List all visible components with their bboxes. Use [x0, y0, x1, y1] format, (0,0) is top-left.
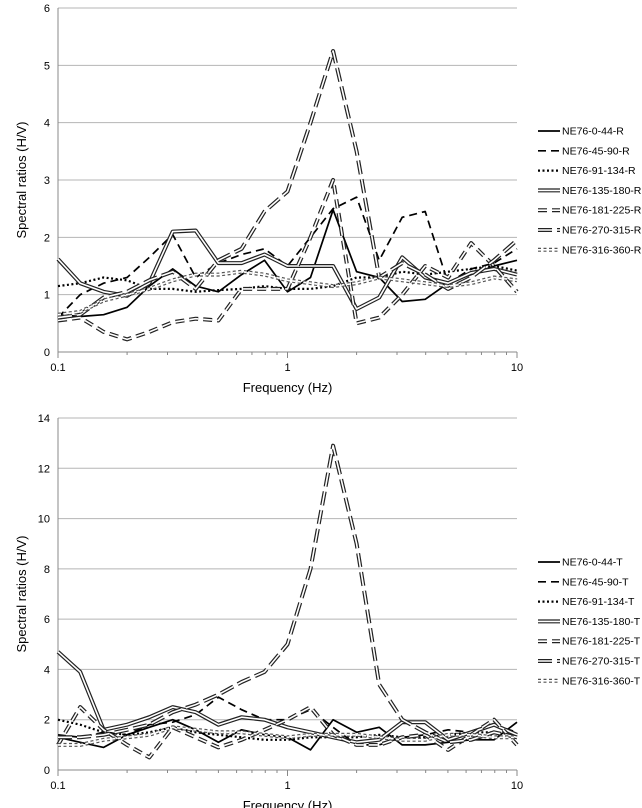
series-NE76-135-180-R [56, 228, 518, 311]
legend-label: NE76-135-180-R [562, 185, 642, 197]
x-tick-label: 10 [511, 362, 523, 374]
legend-label: NE76-270-315-T [562, 656, 641, 668]
series-line [57, 196, 518, 319]
series-NE76-316-360-T [58, 725, 517, 747]
series-NE76-91-134-T [57, 718, 518, 741]
series-NE76-0-44-R [57, 208, 518, 318]
x-axis-label: Frequency (Hz) [243, 380, 333, 395]
series-line-inner [58, 444, 518, 744]
series-NE76-181-225-R [57, 178, 519, 342]
y-tick-label: 0 [44, 347, 50, 359]
legend-item: NE76-45-90-R [538, 145, 630, 157]
series-line-inner [57, 706, 518, 759]
series-line-inner [57, 179, 518, 341]
series-line-inner [58, 726, 517, 746]
legend-label: NE76-181-225-T [562, 636, 641, 648]
series-line-outer [57, 178, 519, 342]
x-tick-label: 1 [284, 362, 290, 374]
y-tick-label: 1 [44, 290, 50, 302]
x-tick-label: 10 [511, 780, 523, 792]
y-tick-label: 14 [38, 413, 50, 425]
legend-label: NE76-45-90-R [562, 145, 630, 157]
legend-label: NE76-316-360-R [562, 244, 642, 256]
legend-item: NE76-181-225-R [538, 205, 642, 217]
legend-label: NE76-91-134-R [562, 165, 636, 177]
series-NE76-45-90-T [57, 696, 518, 746]
y-tick-label: 0 [44, 765, 50, 777]
y-tick-label: 4 [44, 118, 50, 130]
legend-label: NE76-0-44-T [562, 557, 623, 569]
y-tick-label: 4 [44, 664, 50, 676]
legend-label: NE76-45-90-T [562, 576, 629, 588]
series-line [57, 208, 518, 318]
legend-item: NE76-270-315-R [538, 225, 642, 237]
x-axis-label: Frequency (Hz) [243, 798, 333, 808]
series-NE76-91-134-R [57, 264, 518, 293]
legend-item: NE76-0-44-R [538, 126, 624, 138]
y-axis-label: Spectral ratios (H/V) [14, 121, 29, 238]
legend-item: NE76-316-360-R [538, 244, 642, 256]
y-tick-label: 10 [38, 514, 50, 526]
series-line-outer [56, 228, 518, 311]
y-tick-label: 6 [44, 614, 50, 626]
series-NE76-181-225-T [56, 705, 519, 760]
legend-item: NE76-91-134-T [538, 596, 635, 608]
series-NE76-270-315-R [57, 49, 519, 320]
legend-label: NE76-91-134-T [562, 596, 635, 608]
legend-label: NE76-135-180-T [562, 616, 641, 628]
y-tick-label: 3 [44, 175, 50, 187]
series-line-outer [58, 443, 518, 745]
y-tick-label: 5 [44, 60, 50, 72]
y-tick-label: 12 [38, 463, 50, 475]
y-tick-label: 8 [44, 564, 50, 576]
y-tick-label: 2 [44, 232, 50, 244]
legend-label: NE76-0-44-R [562, 126, 624, 138]
series-NE76-316-360-R [57, 269, 518, 317]
legend-label: NE76-181-225-R [562, 205, 642, 217]
x-tick-label: 0.1 [50, 780, 65, 792]
y-tick-label: 6 [44, 3, 50, 15]
legend-item: NE76-181-225-T [538, 636, 641, 648]
series-line [57, 718, 518, 741]
legend-item: NE76-45-90-T [538, 576, 629, 588]
legend-item: NE76-135-180-R [538, 185, 642, 197]
y-axis-label: Spectral ratios (H/V) [14, 535, 29, 652]
legend-item: NE76-135-180-T [538, 616, 641, 628]
legend-label: NE76-270-315-R [562, 225, 642, 237]
legend-item: NE76-91-134-R [538, 165, 636, 177]
legend-item: NE76-0-44-T [538, 557, 623, 569]
legend-label: NE76-316-360-T [562, 675, 641, 687]
series-NE76-270-315-T [58, 443, 518, 745]
series-NE76-45-90-R [57, 196, 518, 319]
series-NE76-135-180-T [56, 650, 518, 745]
x-tick-label: 0.1 [50, 362, 65, 374]
chart-top: 0 1 2 3 4 5 6 0.1 1 10 Frequency (Hz) Spectral rati… [14, 3, 642, 395]
chart-bottom: 0 2 4 6 8 10 12 14 0.1 1 10 Frequency (Hz) Spectral … [14, 413, 641, 808]
legend-item: NE76-316-360-T [538, 675, 641, 687]
legend-item: NE76-270-315-T [538, 656, 641, 668]
x-tick-label: 1 [284, 780, 290, 792]
series-line-inner [57, 270, 518, 316]
series-line-inner [57, 50, 518, 319]
series-line-inner [57, 651, 518, 744]
series-line [57, 696, 518, 746]
series-line-inner [57, 229, 518, 310]
series-line [57, 264, 518, 293]
y-tick-label: 2 [44, 715, 50, 727]
